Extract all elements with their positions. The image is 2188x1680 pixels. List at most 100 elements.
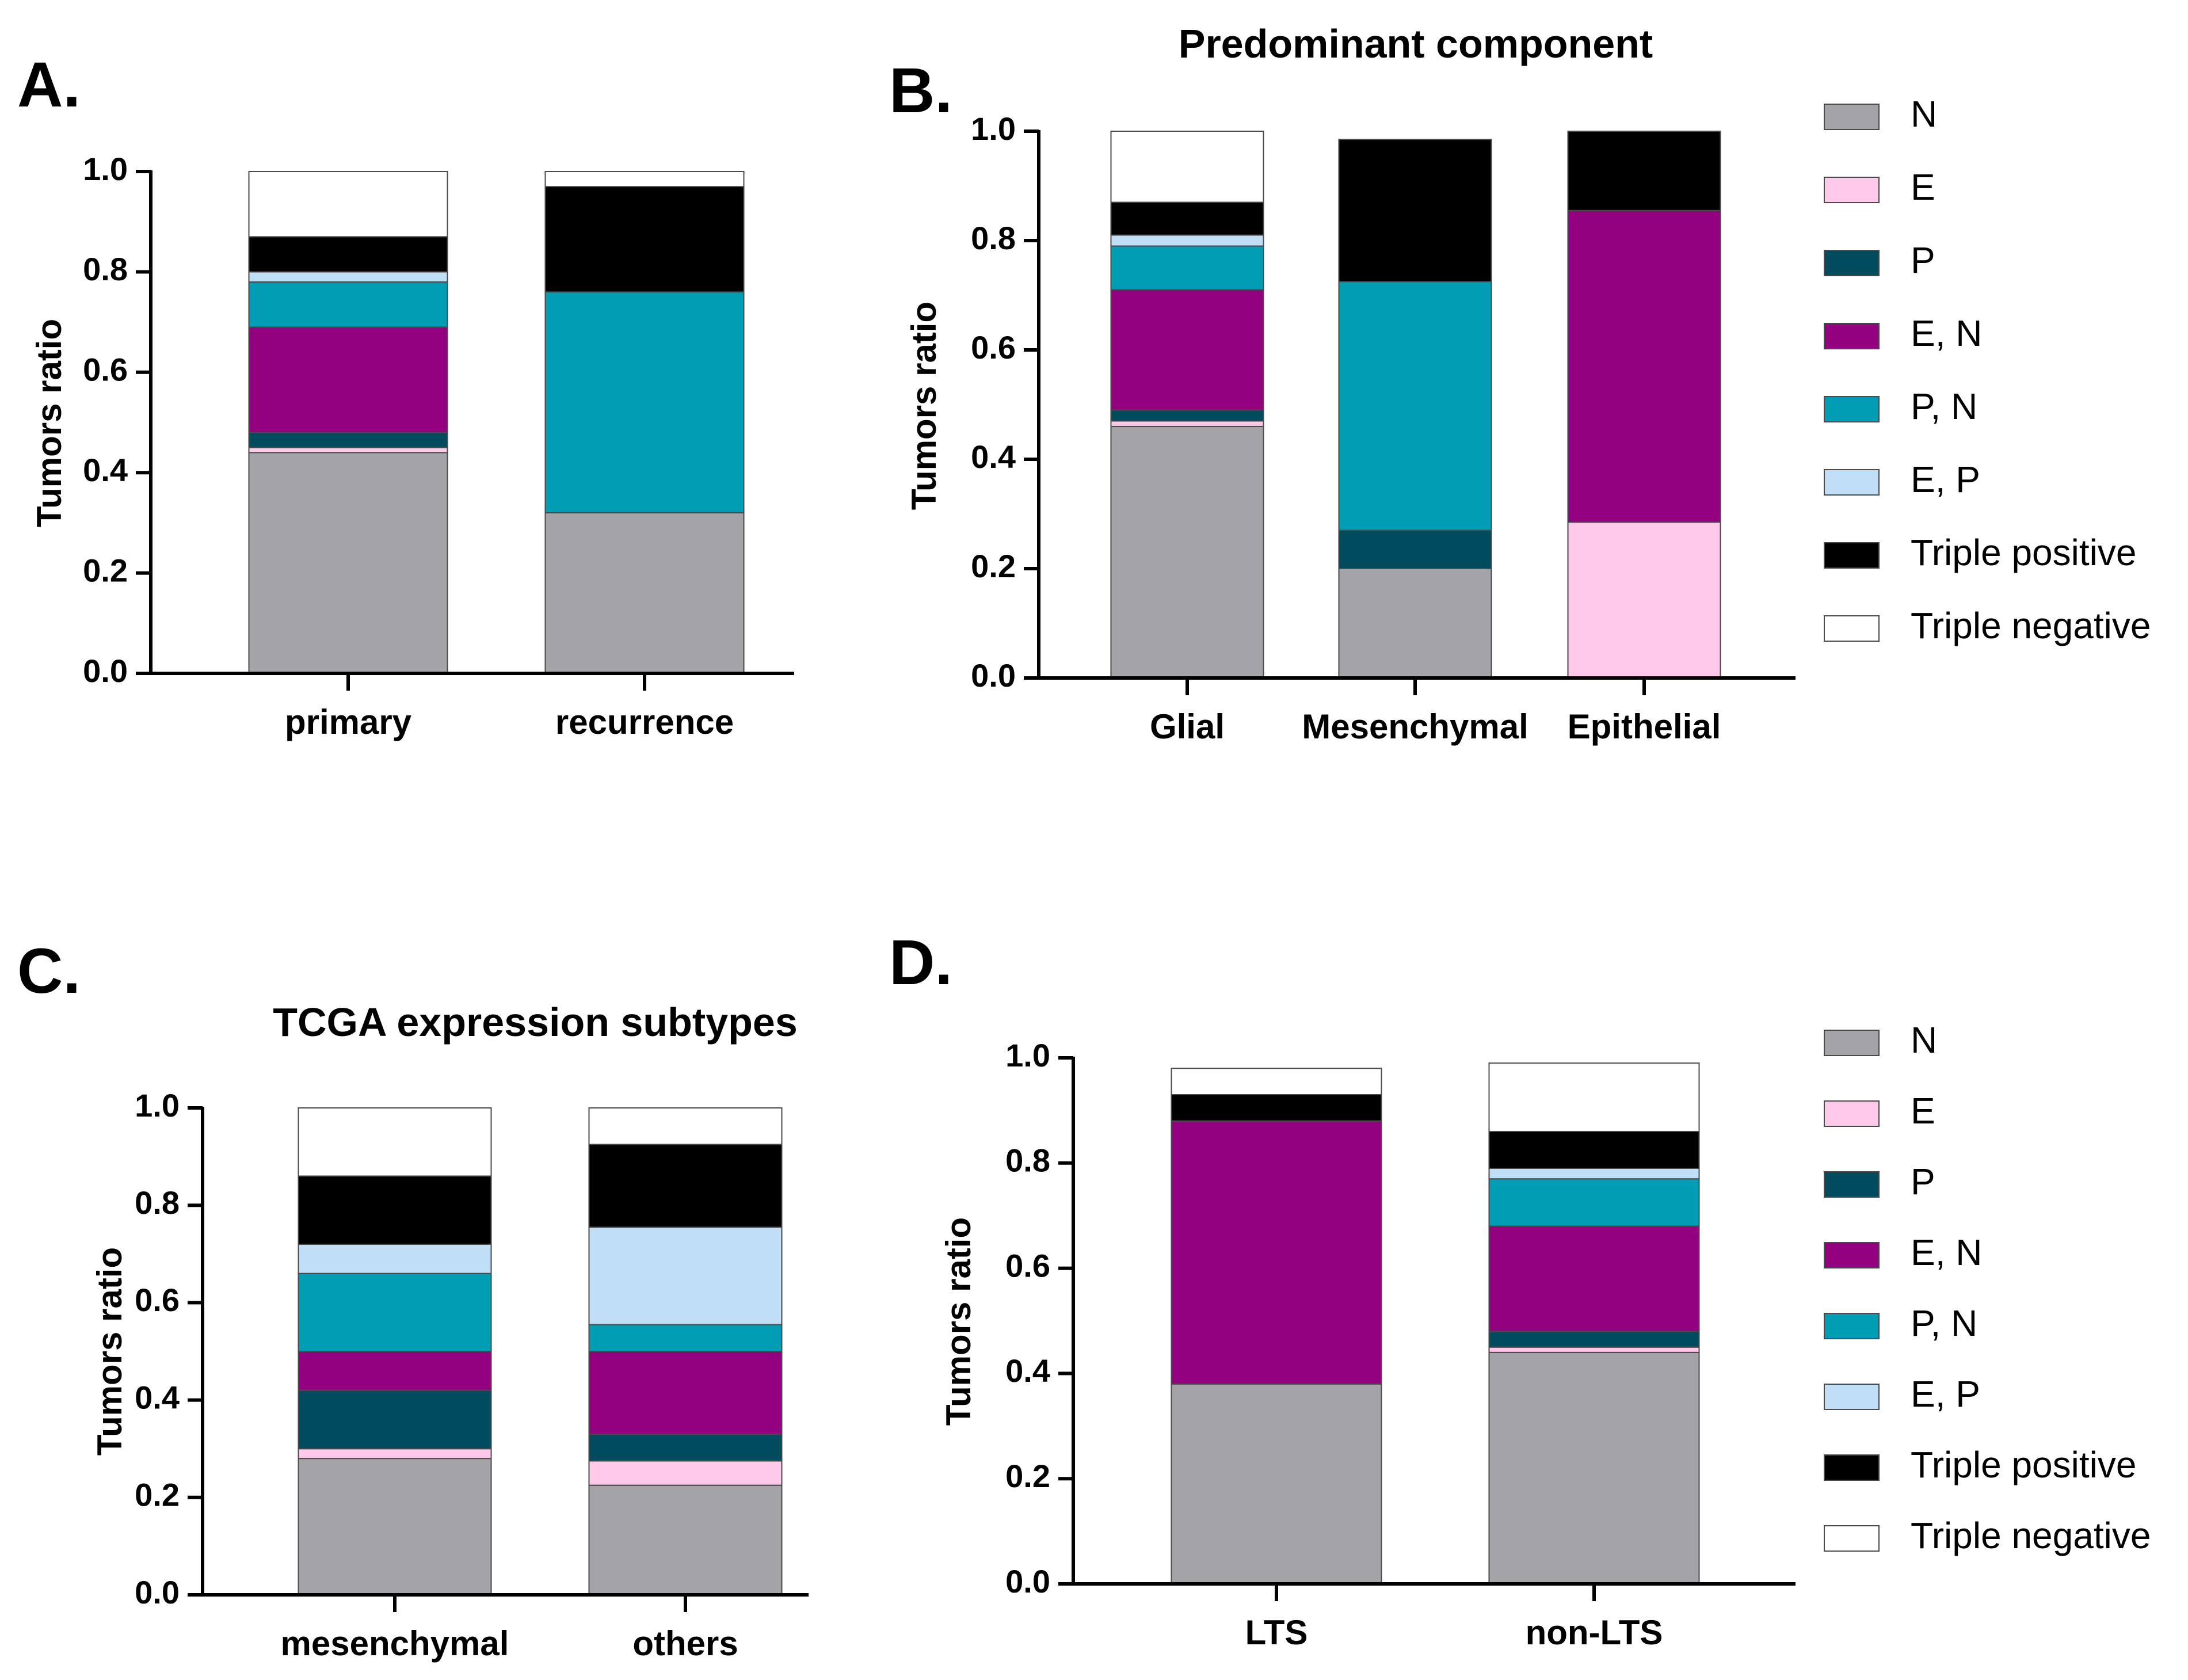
bar-segment-b-mesenchymal-triple-positive bbox=[1338, 139, 1492, 283]
bar-segment-c-mesenchymal-p bbox=[298, 1389, 492, 1450]
panel-letter-a: A. bbox=[17, 49, 81, 120]
y-tick-label-d-0: 0.0 bbox=[1005, 1563, 1050, 1599]
bar-segment-c-mesenchymal-e bbox=[298, 1448, 492, 1460]
bar-segment-a-primary-triple-positive bbox=[248, 236, 448, 273]
legend-b: NEP E, N P, N E, P Triple positive Triple neg… bbox=[1824, 93, 2151, 646]
bar-segment-b-epithelial-triple-positive bbox=[1567, 131, 1721, 211]
bar-segment-b-epithelial-e bbox=[1567, 521, 1721, 679]
legend-label-d-triple-positive: Triple positive bbox=[1911, 1444, 2136, 1485]
bar-segment-d-non-lts-triple-positive bbox=[1488, 1130, 1700, 1169]
bar-segment-a-primary-e bbox=[248, 447, 448, 454]
y-tick-label-c-5: 1.0 bbox=[135, 1087, 180, 1123]
bar-segment-a-primary-e-n bbox=[248, 326, 448, 433]
bar-segment-a-primary-e-p bbox=[248, 271, 448, 283]
legend-label-d-p-n: P, N bbox=[1911, 1302, 1977, 1344]
legend-label-d-e-p: E, P bbox=[1911, 1373, 1980, 1415]
bar-segment-b-glial-p bbox=[1110, 409, 1264, 422]
bar-segment-c-others-n bbox=[588, 1484, 783, 1595]
y-tick-label-b-1: 0.2 bbox=[971, 548, 1016, 584]
bar-segment-b-glial-e-p bbox=[1110, 234, 1264, 247]
y-tick-label-a-2: 0.4 bbox=[83, 452, 128, 488]
legend-label-d-e-n: E, N bbox=[1911, 1232, 1982, 1273]
bar-segment-b-glial-p-n bbox=[1110, 245, 1264, 291]
legend-label-b-e: E bbox=[1911, 166, 1935, 208]
legend-label-b-e-p: E, P bbox=[1911, 459, 1980, 500]
legend-swatch-d-e bbox=[1824, 1100, 1880, 1127]
legend-label-d-triple-negative: Triple negative bbox=[1911, 1515, 2151, 1556]
bar-segment-a-primary-triple-negative bbox=[248, 171, 448, 238]
legend-label-b-p-n: P, N bbox=[1911, 386, 1977, 427]
y-tick-label-a-0: 0.0 bbox=[83, 653, 128, 689]
y-axis-title-d: Tumors ratio bbox=[939, 1217, 978, 1426]
y-tick-label-a-5: 1.0 bbox=[83, 151, 128, 187]
bar-segment-d-non-lts-e-n bbox=[1488, 1225, 1700, 1332]
panel-b: B. Predominant component Tumors ratio 0.… bbox=[889, 21, 2151, 746]
plot-area-b: 0.0 0.2 0.4 0.6 0.8 1.0 Glial Mesenchymal Epithe… bbox=[971, 111, 1796, 746]
y-tick-label-b-3: 0.6 bbox=[971, 329, 1016, 365]
panel-d: D. Tumors ratio 0.0 0.2 0.4 0.6 0.8 1.0 LTS non… bbox=[889, 927, 2151, 1652]
bar-segment-a-recurrence-p-n bbox=[544, 291, 745, 513]
bar-segment-d-non-lts-triple-negative bbox=[1488, 1062, 1700, 1132]
bar-segment-a-recurrence-n bbox=[544, 512, 745, 675]
y-tick-label-a-1: 0.2 bbox=[83, 552, 128, 588]
legend-swatch-b-n bbox=[1824, 104, 1880, 130]
panel-a: A. Tumors ratio 0.0 0.2 0.4 0.6 0.8 1.0 primar… bbox=[17, 49, 794, 741]
bar-segment-b-mesenchymal-n bbox=[1338, 568, 1492, 679]
bar-segment-c-mesenchymal-e-n bbox=[298, 1351, 492, 1391]
bar-segment-c-others-triple-positive bbox=[588, 1144, 783, 1228]
bar-segment-b-glial-n bbox=[1110, 426, 1264, 679]
x-tick-label-d-non-lts: non-LTS bbox=[1526, 1613, 1663, 1652]
y-tick-label-b-5: 1.0 bbox=[971, 111, 1016, 147]
x-tick-label-a-primary: primary bbox=[285, 703, 412, 741]
legend-swatch-d-e-n bbox=[1824, 1242, 1880, 1268]
bar-segment-a-recurrence-triple-negative bbox=[544, 171, 745, 188]
legend-swatch-d-triple-positive bbox=[1824, 1454, 1880, 1481]
legend-swatch-b-triple-positive bbox=[1824, 542, 1880, 569]
bar-segment-b-epithelial-e-n bbox=[1567, 209, 1721, 523]
chart-title-b: Predominant component bbox=[1179, 21, 1653, 66]
x-tick-label-b-epithelial: Epithelial bbox=[1568, 707, 1721, 746]
bar-segment-c-mesenchymal-e-p bbox=[298, 1243, 492, 1274]
bar-segment-c-others-p-n bbox=[588, 1324, 783, 1352]
legend-swatch-d-e-p bbox=[1824, 1384, 1880, 1410]
bar-segment-b-mesenchymal-p bbox=[1338, 529, 1492, 569]
bar-segment-c-others-triple-negative bbox=[588, 1107, 783, 1145]
legend-label-b-e-n: E, N bbox=[1911, 313, 1982, 354]
y-tick-label-d-1: 0.2 bbox=[1005, 1458, 1050, 1494]
bar-segment-a-primary-p-n bbox=[248, 281, 448, 328]
legend-swatch-b-triple-negative bbox=[1824, 615, 1880, 642]
bar-segment-d-lts-triple-positive bbox=[1171, 1094, 1382, 1122]
y-tick-label-c-4: 0.8 bbox=[135, 1184, 180, 1221]
bar-segment-d-non-lts-p-n bbox=[1488, 1178, 1700, 1227]
legend-swatch-b-e bbox=[1824, 177, 1880, 203]
y-tick-label-b-4: 0.8 bbox=[971, 220, 1016, 256]
y-tick-label-b-2: 0.4 bbox=[971, 439, 1016, 475]
y-tick-label-c-0: 0.0 bbox=[135, 1574, 180, 1610]
bar-segment-c-others-e-p bbox=[588, 1226, 783, 1325]
bar-segment-d-lts-e-n bbox=[1171, 1120, 1382, 1385]
chart-title-c: TCGA expression subtypes bbox=[273, 1000, 798, 1045]
y-tick-label-a-4: 0.8 bbox=[83, 251, 128, 287]
y-tick-label-d-2: 0.4 bbox=[1005, 1353, 1050, 1389]
y-axis-title-a: Tumors ratio bbox=[30, 319, 68, 527]
bar-segment-c-mesenchymal-triple-negative bbox=[298, 1107, 492, 1177]
legend-label-d-p: P bbox=[1911, 1161, 1935, 1202]
bar-segment-d-lts-triple-negative bbox=[1171, 1068, 1382, 1095]
legend-swatch-d-n bbox=[1824, 1030, 1880, 1056]
y-tick-label-d-5: 1.0 bbox=[1005, 1037, 1050, 1073]
bar-segment-b-mesenchymal-p-n bbox=[1338, 281, 1492, 531]
legend-swatch-d-p bbox=[1824, 1171, 1880, 1198]
x-tick-label-b-mesenchymal: Mesenchymal bbox=[1302, 707, 1528, 746]
y-tick-label-c-2: 0.4 bbox=[135, 1379, 180, 1415]
bar-segment-c-others-p bbox=[588, 1433, 783, 1462]
panel-letter-b: B. bbox=[889, 55, 952, 126]
panel-letter-c: C. bbox=[17, 936, 81, 1007]
y-tick-label-b-0: 0.0 bbox=[971, 657, 1016, 694]
legend-label-b-n: N bbox=[1911, 93, 1937, 135]
bar-segment-c-mesenchymal-n bbox=[298, 1458, 492, 1596]
bar-segment-b-glial-e bbox=[1110, 420, 1264, 427]
bar-segment-d-lts-n bbox=[1171, 1383, 1382, 1584]
bar-segment-c-others-e bbox=[588, 1460, 783, 1486]
x-tick-label-c-others: others bbox=[632, 1624, 738, 1663]
